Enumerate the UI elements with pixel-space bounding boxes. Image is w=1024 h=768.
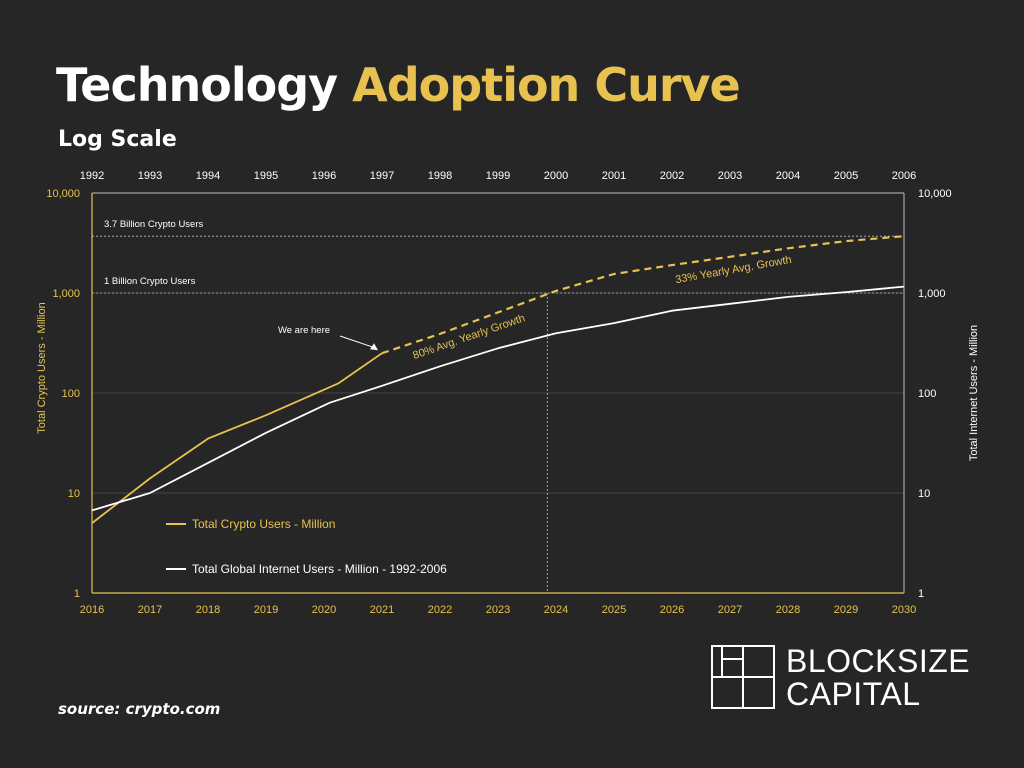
bottom-tick-label: 2025 [602, 604, 626, 616]
top-tick-label: 2003 [718, 170, 742, 182]
top-tick-label: 2000 [544, 170, 568, 182]
right-axis-title: Total Internet Users - Million [968, 325, 980, 461]
bottom-tick-label: 2027 [718, 604, 742, 616]
we-are-here-arrow [339, 335, 377, 349]
left-tick-label: 1,000 [52, 288, 80, 300]
brand-logo: BLOCKSIZE CAPITAL [711, 645, 971, 713]
bottom-tick-label: 2018 [196, 604, 220, 616]
bottom-tick-label: 2029 [834, 604, 858, 616]
bottom-tick-label: 2021 [370, 604, 394, 616]
bottom-tick-label: 2023 [486, 604, 510, 616]
right-tick-label: 100 [918, 388, 936, 400]
left-tick-label: 10,000 [46, 188, 80, 200]
we-are-here-label: We are here [278, 325, 330, 336]
page-title: Technology Adoption Curve [56, 58, 741, 112]
left-tick-label: 10 [68, 488, 80, 500]
top-tick-label: 1999 [486, 170, 510, 182]
growth-annotation: 33% Yearly Avg. Growth [674, 254, 792, 286]
bottom-tick-label: 2020 [312, 604, 336, 616]
top-tick-label: 1992 [80, 170, 104, 182]
left-tick-label: 1 [74, 588, 80, 600]
crypto-projection-line [381, 235, 905, 355]
title-part1: Technology [56, 58, 338, 112]
bottom-tick-label: 2022 [428, 604, 452, 616]
left-tick-label: 100 [62, 388, 80, 400]
reference-line-label: 3.7 Billion Crypto Users [104, 219, 204, 230]
bottom-tick-label: 2030 [892, 604, 916, 616]
left-axis-title: Total Crypto Users - Million [36, 302, 48, 433]
bottom-tick-label: 2017 [138, 604, 162, 616]
right-tick-label: 1,000 [918, 288, 946, 300]
top-tick-label: 1994 [196, 170, 220, 182]
internet-users-line [91, 285, 905, 512]
bottom-tick-label: 2026 [660, 604, 684, 616]
bottom-tick-label: 2019 [254, 604, 278, 616]
bottom-tick-label: 2028 [776, 604, 800, 616]
top-tick-label: 1996 [312, 170, 336, 182]
source-note: source: crypto.com [58, 700, 221, 718]
right-tick-label: 10 [918, 488, 930, 500]
logo-mark-icon [711, 645, 775, 709]
top-tick-label: 2006 [892, 170, 916, 182]
title-part2: Adoption Curve [352, 58, 741, 112]
legend-label: Total Global Internet Users - Million - … [192, 562, 447, 576]
arrow-head-icon [370, 343, 378, 351]
logo-line1: BLOCKSIZE [786, 643, 971, 679]
right-tick-label: 10,000 [918, 188, 952, 200]
top-tick-label: 2002 [660, 170, 684, 182]
legend-label: Total Crypto Users - Million [192, 517, 335, 531]
crypto-users-line [91, 352, 383, 524]
top-tick-label: 1995 [254, 170, 278, 182]
top-tick-label: 1998 [428, 170, 452, 182]
reference-line-label: 1 Billion Crypto Users [104, 276, 196, 287]
logo-line2: CAPITAL [786, 676, 921, 712]
top-tick-label: 2001 [602, 170, 626, 182]
bottom-tick-label: 2016 [80, 604, 104, 616]
top-tick-label: 1993 [138, 170, 162, 182]
top-tick-label: 2005 [834, 170, 858, 182]
page-subtitle: Log Scale [58, 127, 177, 152]
top-tick-label: 2004 [776, 170, 800, 182]
top-tick-label: 1997 [370, 170, 394, 182]
logo-text: BLOCKSIZE CAPITAL [786, 645, 970, 711]
bottom-tick-label: 2024 [544, 604, 568, 616]
right-tick-label: 1 [918, 588, 924, 600]
